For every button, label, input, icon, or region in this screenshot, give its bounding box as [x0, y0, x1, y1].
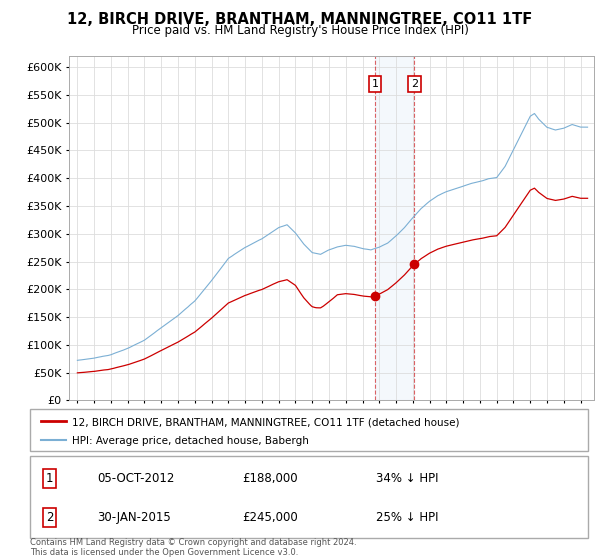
FancyBboxPatch shape [30, 409, 588, 451]
Text: £188,000: £188,000 [242, 472, 298, 485]
Text: 12, BIRCH DRIVE, BRANTHAM, MANNINGTREE, CO11 1TF (detached house): 12, BIRCH DRIVE, BRANTHAM, MANNINGTREE, … [72, 417, 460, 427]
Text: 34% ↓ HPI: 34% ↓ HPI [376, 472, 439, 485]
Text: 1: 1 [46, 472, 53, 485]
Text: 25% ↓ HPI: 25% ↓ HPI [376, 511, 439, 524]
Text: £245,000: £245,000 [242, 511, 298, 524]
Text: 30-JAN-2015: 30-JAN-2015 [97, 511, 171, 524]
Text: 05-OCT-2012: 05-OCT-2012 [97, 472, 175, 485]
Text: 2: 2 [410, 79, 418, 89]
Bar [375, 56, 414, 400]
FancyBboxPatch shape [30, 456, 588, 538]
Text: 1: 1 [371, 79, 379, 89]
Text: Price paid vs. HM Land Registry's House Price Index (HPI): Price paid vs. HM Land Registry's House … [131, 24, 469, 37]
Text: 2: 2 [46, 511, 53, 524]
Text: Contains HM Land Registry data © Crown copyright and database right 2024.
This d: Contains HM Land Registry data © Crown c… [30, 538, 356, 557]
Text: HPI: Average price, detached house, Babergh: HPI: Average price, detached house, Babe… [72, 436, 309, 446]
Text: 12, BIRCH DRIVE, BRANTHAM, MANNINGTREE, CO11 1TF: 12, BIRCH DRIVE, BRANTHAM, MANNINGTREE, … [67, 12, 533, 27]
